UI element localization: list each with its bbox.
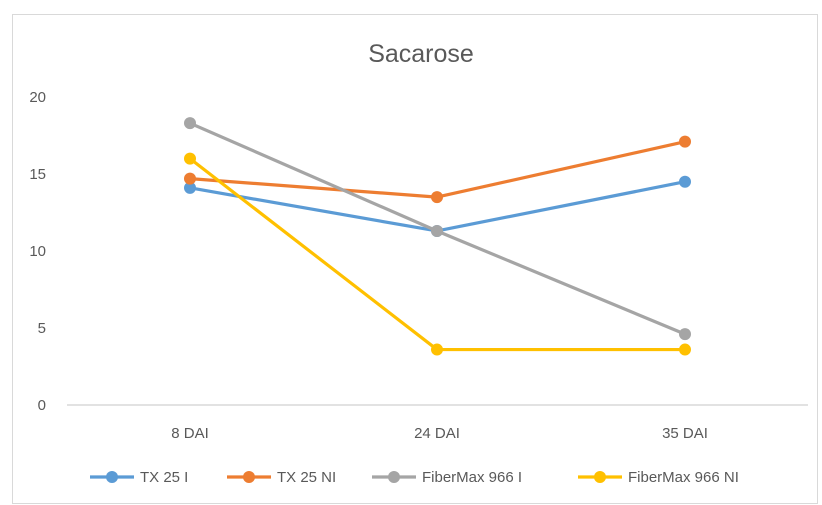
data-point-marker <box>679 175 691 188</box>
x-tick-label: 35 DAI <box>662 425 708 442</box>
data-point-marker <box>431 343 443 356</box>
y-tick-label: 5 <box>38 320 46 337</box>
x-tick-label: 24 DAI <box>414 425 460 442</box>
data-point-marker <box>184 181 196 194</box>
y-axis-ticks: 0 5 10 15 20 <box>29 89 46 414</box>
series-group <box>184 152 691 356</box>
data-point-marker <box>679 328 691 341</box>
legend: TX 25 I TX 25 NI FiberMax 966 I FiberMax 96… <box>90 469 739 486</box>
series-line <box>189 157 685 352</box>
chart-frame <box>12 14 818 504</box>
series-line <box>189 180 686 233</box>
data-point-marker <box>431 191 443 204</box>
data-point-marker <box>679 343 691 356</box>
y-tick-label: 0 <box>38 397 46 414</box>
legend-item: TX 25 I <box>90 469 188 486</box>
x-tick-label: 8 DAI <box>171 425 209 442</box>
legend-item: FiberMax 966 I <box>372 469 522 486</box>
legend-label: TX 25 NI <box>277 469 336 486</box>
legend-label: TX 25 I <box>140 469 188 486</box>
data-point-marker <box>184 117 196 130</box>
legend-label: FiberMax 966 I <box>422 469 522 486</box>
data-point-marker <box>431 224 443 237</box>
x-axis-ticks: 8 DAI 24 DAI 35 DAI <box>171 425 708 442</box>
legend-item: FiberMax 966 NI <box>578 469 739 486</box>
series-line <box>189 140 686 199</box>
y-tick-label: 15 <box>29 166 46 183</box>
legend-item: TX 25 NI <box>227 469 336 486</box>
legend-marker <box>106 471 118 483</box>
data-point-marker <box>184 172 196 185</box>
series-layer <box>184 117 691 356</box>
legend-marker <box>594 471 606 483</box>
y-tick-label: 10 <box>29 243 46 260</box>
legend-marker <box>388 471 400 483</box>
legend-marker <box>243 471 255 483</box>
data-point-marker <box>184 152 196 165</box>
series-group <box>184 117 691 341</box>
series-group <box>184 135 691 204</box>
chart-title: Sacarose <box>368 40 474 68</box>
legend-label: FiberMax 966 NI <box>628 469 739 486</box>
data-point-marker <box>679 135 691 148</box>
y-tick-label: 20 <box>29 89 46 106</box>
